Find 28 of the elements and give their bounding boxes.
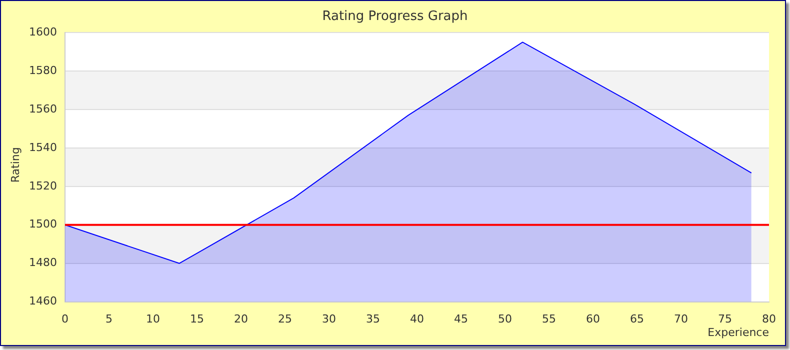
x-tick-label: 20: [234, 312, 248, 326]
y-tick-label: 1600: [28, 25, 57, 38]
x-tick-label: 5: [105, 312, 112, 326]
x-tick-label: 65: [630, 312, 644, 326]
y-tick-label: 1520: [28, 179, 57, 192]
x-tick-label: 35: [366, 312, 380, 326]
x-tick-label: 15: [190, 312, 204, 326]
x-tick-label: 40: [410, 312, 424, 326]
x-tick-label: 50: [498, 312, 512, 326]
chart-title: Rating Progress Graph: [322, 9, 468, 24]
y-tick-label: 1580: [28, 64, 57, 77]
y-tick-label: 1460: [28, 294, 57, 308]
x-tick-label: 75: [718, 312, 732, 326]
y-tick-label: 1500: [28, 218, 57, 231]
x-tick-label: 60: [586, 312, 600, 326]
y-axis-title: Rating: [8, 147, 22, 183]
x-tick-label: 45: [454, 312, 468, 326]
x-tick-label: 80: [762, 312, 776, 326]
y-tick-label: 1560: [28, 102, 57, 116]
x-axis-title: Experience: [708, 326, 770, 339]
x-tick-label: 70: [674, 312, 688, 326]
y-tick-label: 1540: [28, 140, 57, 154]
x-tick-label: 0: [61, 312, 68, 326]
y-tick-label: 1480: [28, 256, 57, 270]
x-tick-label: 10: [146, 312, 160, 326]
x-tick-label: 30: [322, 312, 336, 326]
x-tick-label: 55: [542, 312, 556, 326]
x-tick-label: 25: [278, 312, 292, 326]
